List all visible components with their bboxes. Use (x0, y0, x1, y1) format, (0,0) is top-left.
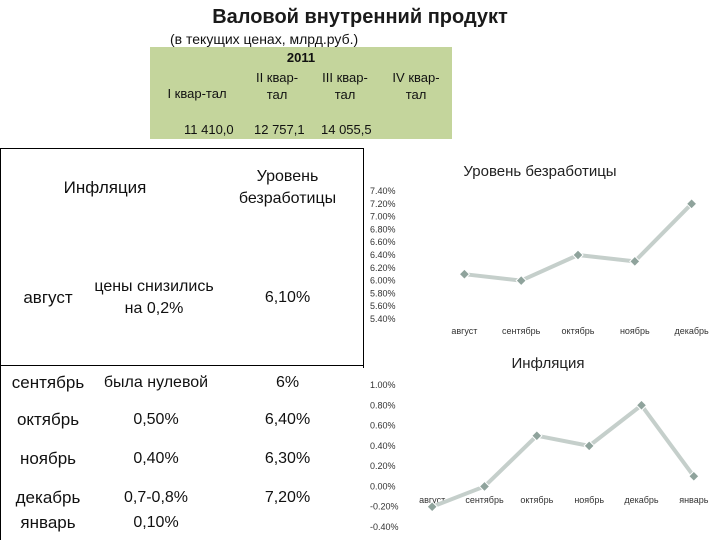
data-point (635, 399, 648, 411)
data-point (688, 470, 700, 482)
y-tick-label: 0.20% (370, 461, 396, 471)
row-month-dec: декабрь (15, 488, 81, 507)
y-tick-label: 1.00% (370, 380, 396, 390)
x-category-label: ноябрь (574, 495, 604, 505)
y-tick-label: 0.80% (370, 400, 396, 410)
gdp-value-2: 12 757,1 (254, 122, 305, 137)
y-tick-label: 0.40% (370, 441, 396, 451)
x-category-label: октябрь (562, 326, 595, 336)
y-tick-label: 7.20% (370, 199, 396, 209)
y-tick-label: 0.00% (370, 481, 396, 491)
y-tick-label: 7.00% (370, 212, 396, 222)
data-point (478, 480, 491, 493)
y-tick-label: 6.40% (370, 250, 396, 260)
row-month-sep: сентябрь (11, 373, 85, 392)
x-category-label: август (451, 326, 477, 336)
page-title: Валовой внутренний продукт (212, 6, 508, 28)
chart-title: Инфляция (511, 355, 584, 372)
row-unemployment-dec: 7,20% (264, 489, 311, 506)
y-tick-label: 6.80% (370, 224, 396, 234)
x-category-label: ноябрь (620, 326, 650, 336)
y-tick-label: -0.20% (370, 502, 399, 512)
data-point (629, 255, 641, 268)
x-category-label: сентябрь (465, 495, 504, 505)
row-month-jan: январь (20, 513, 76, 532)
header-inflation: Инфляция (63, 178, 147, 197)
series-line (464, 202, 694, 283)
gdp-year: 2011 (286, 50, 316, 65)
gdp-quarter-4: IV квар-тал (392, 70, 440, 102)
x-category-label: январь (679, 495, 709, 505)
unemployment-chart: Уровень безработицы 7.40% 7.20% 7.00% 6.80% 6… (370, 163, 709, 336)
row-inflation-oct: 0,50% (133, 411, 179, 428)
gdp-quarter-2: II квар-тал (255, 70, 299, 102)
y-tick-label: 7.40% (370, 186, 396, 196)
row-inflation-nov: 0,40% (133, 450, 179, 467)
data-point (572, 249, 584, 261)
chart-title: Уровень безработицы (463, 163, 616, 180)
data-point (583, 440, 595, 452)
row-unemployment-sep: 6% (275, 374, 300, 391)
gdp-quarter-3: III квар-тал (322, 70, 368, 102)
gdp-table: 2011 I квар-тал II квар-тал III квар-тал… (150, 47, 452, 139)
data-point (685, 198, 698, 210)
gdp-value-3: 14 055,5 (321, 122, 372, 137)
series-line (431, 403, 696, 509)
x-category-label: декабрь (674, 326, 709, 336)
data-point (426, 501, 438, 513)
y-tick-label: 0.60% (370, 421, 396, 431)
y-tick-label: 5.60% (370, 301, 396, 311)
y-tick-label: 5.40% (370, 314, 396, 324)
y-tick-label: 6.00% (370, 276, 396, 286)
row-month-oct: октябрь (16, 410, 80, 429)
row-month-aug: август (23, 288, 73, 307)
row-inflation-aug: цены снизились на 0,2% (94, 278, 214, 317)
y-tick-label: 6.20% (370, 263, 396, 273)
header-unemployment: Уровень безработицы (238, 168, 337, 207)
gdp-value-1: 11 410,0 (184, 122, 234, 137)
row-month-nov: ноябрь (19, 449, 77, 468)
inflation-unemployment-table: Инфляция Уровень безработицы август цены… (0, 148, 364, 540)
data-point (458, 268, 471, 280)
y-tick-label: 5.80% (370, 288, 396, 298)
row-unemployment-oct: 6,40% (264, 411, 311, 428)
row-inflation-jan: 0,10% (133, 514, 179, 531)
gdp-subtitle: (в текущих ценах, млрд.руб.) (170, 31, 359, 47)
x-category-label: октябрь (520, 495, 553, 505)
x-category-label: декабрь (624, 495, 659, 505)
x-category-label: август (419, 495, 445, 505)
gdp-quarter-1: I квар-тал (167, 86, 227, 101)
data-point (531, 430, 543, 442)
x-category-label: сентябрь (502, 326, 541, 336)
data-point (515, 274, 527, 287)
row-inflation-dec: 0,7-0,8% (123, 489, 189, 506)
row-unemployment-aug: 6,10% (264, 289, 311, 306)
y-tick-label: 6.60% (370, 237, 396, 247)
y-tick-label: -0.40% (370, 522, 399, 532)
inflation-chart: Инфляция 1.00% 0.80% 0.60% 0.40% 0.20% 0.00% -0… (370, 355, 709, 532)
row-inflation-sep: была нулевой (103, 374, 209, 391)
row-unemployment-nov: 6,30% (264, 450, 311, 467)
